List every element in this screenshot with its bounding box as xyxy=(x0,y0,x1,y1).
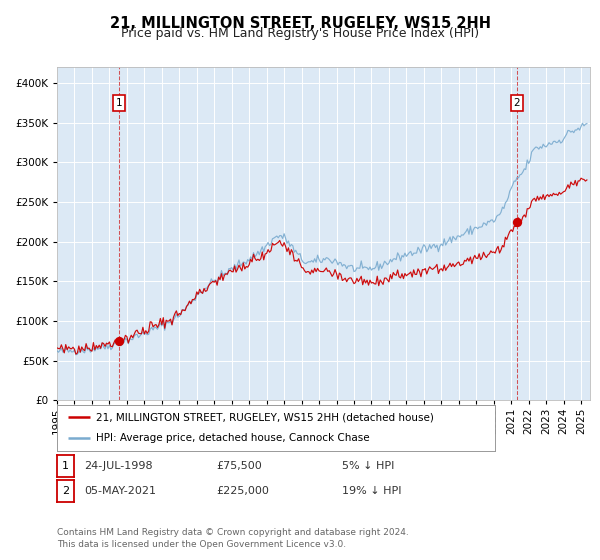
Text: HPI: Average price, detached house, Cannock Chase: HPI: Average price, detached house, Cann… xyxy=(95,433,369,444)
Text: Price paid vs. HM Land Registry's House Price Index (HPI): Price paid vs. HM Land Registry's House … xyxy=(121,27,479,40)
Point xyxy=(115,336,124,345)
Text: 1: 1 xyxy=(62,461,69,471)
Text: 21, MILLINGTON STREET, RUGELEY, WS15 2HH: 21, MILLINGTON STREET, RUGELEY, WS15 2HH xyxy=(110,16,491,31)
Text: 5% ↓ HPI: 5% ↓ HPI xyxy=(342,461,394,471)
Text: Contains HM Land Registry data © Crown copyright and database right 2024.
This d: Contains HM Land Registry data © Crown c… xyxy=(57,528,409,549)
Text: 1: 1 xyxy=(116,98,122,108)
Text: £75,500: £75,500 xyxy=(216,461,262,471)
Point xyxy=(512,217,522,226)
Text: 21, MILLINGTON STREET, RUGELEY, WS15 2HH (detached house): 21, MILLINGTON STREET, RUGELEY, WS15 2HH… xyxy=(95,412,433,422)
Text: 05-MAY-2021: 05-MAY-2021 xyxy=(84,486,156,496)
Text: 19% ↓ HPI: 19% ↓ HPI xyxy=(342,486,401,496)
Text: £225,000: £225,000 xyxy=(216,486,269,496)
Text: 2: 2 xyxy=(514,98,520,108)
Text: 24-JUL-1998: 24-JUL-1998 xyxy=(84,461,152,471)
Text: 2: 2 xyxy=(62,486,69,496)
